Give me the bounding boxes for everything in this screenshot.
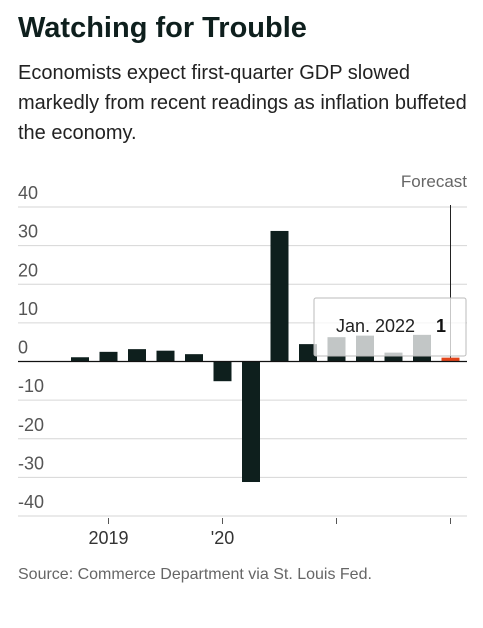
y-tick-label: -40 <box>18 492 44 512</box>
y-tick-label: -30 <box>18 453 44 473</box>
y-tick-label: 0 <box>18 338 28 358</box>
bar <box>99 351 118 362</box>
bar <box>185 354 203 362</box>
bar <box>270 230 289 362</box>
forecast-label: Forecast <box>401 172 467 191</box>
bar <box>128 349 146 362</box>
y-tick-label: 30 <box>18 222 38 242</box>
bar <box>299 344 317 362</box>
tooltip-box <box>313 297 467 357</box>
chart-title: Watching for Trouble <box>18 12 307 44</box>
y-tick-label: -20 <box>18 415 44 435</box>
bar <box>156 350 175 362</box>
tooltip-label: Jan. 2022 <box>336 316 415 336</box>
x-tick-label: 2019 <box>88 528 128 548</box>
tooltip-value: 1 <box>436 316 446 336</box>
bar <box>213 361 232 382</box>
chart: -40 -30 -20 -10 0 10 20 30 40 Forecast 2019 '20 Jan.… <box>18 172 467 548</box>
bar <box>384 352 403 362</box>
bar <box>242 361 260 483</box>
bar <box>441 357 460 362</box>
source-note: Source: Commerce Department via St. Loui… <box>18 566 372 583</box>
x-tick-label: '20 <box>211 528 234 548</box>
y-tick-label: -10 <box>18 376 44 396</box>
chart-subtitle: Economists expect first-quarter GDP slow… <box>18 62 467 144</box>
bar <box>71 357 89 362</box>
y-tick-label: 20 <box>18 260 38 280</box>
y-tick-label: 40 <box>18 183 38 203</box>
y-tick-label: 10 <box>18 299 38 319</box>
